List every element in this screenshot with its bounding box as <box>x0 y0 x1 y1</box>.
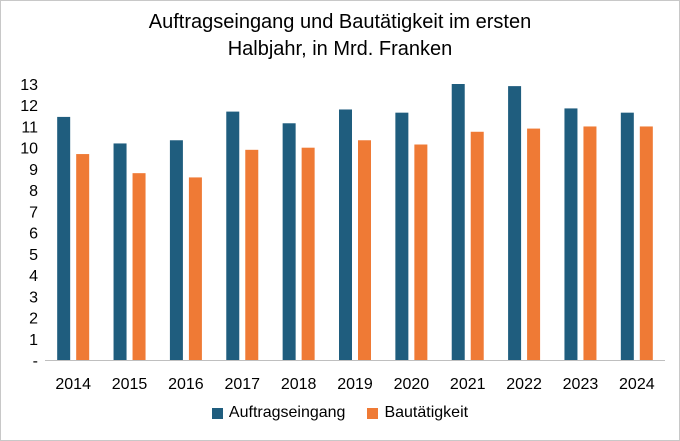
bar-auftragseingang <box>226 111 240 360</box>
bar-bautaetigkeit <box>358 140 371 360</box>
bar-bautaetigkeit <box>132 173 146 360</box>
bar-bautaetigkeit <box>245 149 259 360</box>
legend-label-series-1: Auftragseingang <box>228 404 346 421</box>
x-tick-label: 2018 <box>281 376 317 393</box>
bar-auftragseingang <box>395 112 409 361</box>
y-tick-label: 13 <box>20 77 38 94</box>
bar-bautaetigkeit <box>470 131 484 360</box>
bar-bautaetigkeit <box>301 147 315 360</box>
x-axis: 2014 2015 2016 2017 2018 2019 2020 2021 2022 2023… <box>55 376 654 393</box>
x-tick-label: 2024 <box>619 376 655 393</box>
y-tick-label: 11 <box>21 119 38 136</box>
bar-auftragseingang <box>57 116 71 361</box>
y-tick-label: 5 <box>29 247 38 264</box>
chart-title: Auftragseingang und Bautätigkeit im erst… <box>0 9 680 63</box>
y-tick-label: - <box>33 353 38 370</box>
bar-bautaetigkeit <box>527 128 541 360</box>
legend-label-series-2: Bautätigkeit <box>384 404 469 421</box>
bar-bautaetigkeit <box>414 144 428 360</box>
bar-auftragseingang <box>564 108 578 361</box>
legend: Auftragseingang Bautätigkeit <box>0 404 680 422</box>
chart-title-line-2: Halbjahr, in Mrd. Franken <box>227 38 453 60</box>
x-tick-label: 2014 <box>55 376 91 393</box>
y-tick-label: 12 <box>20 98 38 115</box>
legend-swatch-series-2 <box>367 407 379 419</box>
y-tick-label: 9 <box>29 162 38 179</box>
chart-title-line-1: Auftragseingang und Bautätigkeit im erst… <box>148 11 532 33</box>
x-tick-label: 2022 <box>506 376 542 393</box>
y-tick-label: 7 <box>29 204 38 221</box>
y-tick-label: 4 <box>29 268 38 285</box>
x-tick-label: 2016 <box>168 376 204 393</box>
y-tick-label: 6 <box>29 226 38 243</box>
bar-bautaetigkeit <box>188 177 202 360</box>
y-tick-label: 2 <box>29 311 38 328</box>
bars <box>57 84 653 361</box>
y-tick-label: 8 <box>29 183 38 200</box>
legend-item-series-2: Bautätigkeit <box>367 404 468 422</box>
x-tick-label: 2017 <box>224 376 260 393</box>
bar-auftragseingang <box>508 86 522 360</box>
legend-swatch-series-1 <box>211 407 223 419</box>
bar-auftragseingang <box>620 112 634 361</box>
y-tick-label: 1 <box>29 332 38 349</box>
bar-auftragseingang <box>339 109 352 360</box>
x-tick-label: 2019 <box>337 376 373 393</box>
x-tick-label: 2023 <box>563 376 599 393</box>
bar-auftragseingang <box>113 143 127 360</box>
x-tick-label: 2021 <box>450 376 486 393</box>
bar-auftragseingang <box>451 84 465 360</box>
y-tick-label: 10 <box>20 141 38 158</box>
x-tick-label: 2015 <box>112 376 148 393</box>
bar-auftragseingang <box>169 140 183 360</box>
legend-item-series-1: Auftragseingang <box>211 404 346 422</box>
bar-bautaetigkeit <box>76 154 90 360</box>
bar-bautaetigkeit <box>639 126 653 360</box>
x-tick-label: 2020 <box>394 376 430 393</box>
bar-bautaetigkeit <box>583 126 597 360</box>
y-tick-label: 3 <box>29 289 38 306</box>
bar-auftragseingang <box>282 123 296 361</box>
